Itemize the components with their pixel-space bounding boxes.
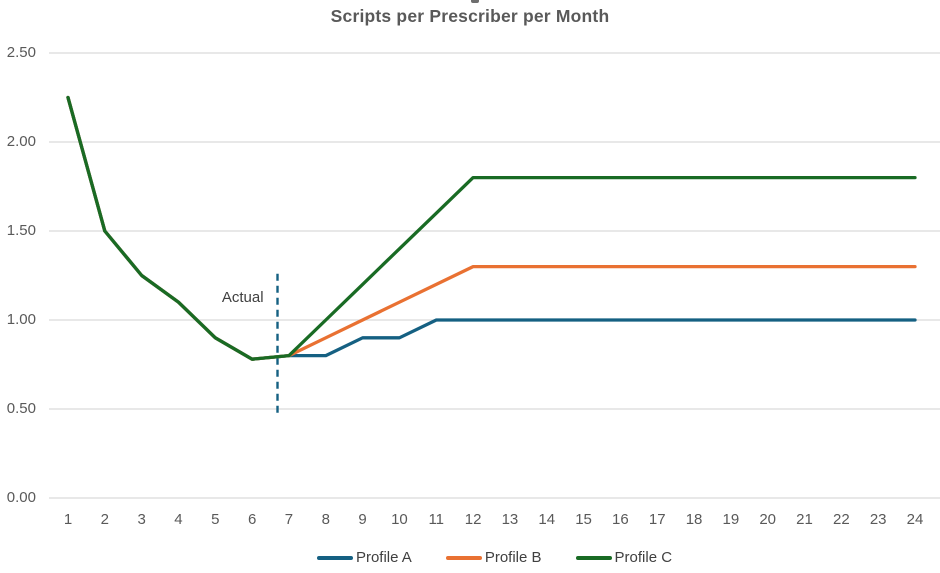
clipped-text-fragment	[471, 0, 479, 3]
legend-item-profile-c: Profile C	[575, 549, 673, 566]
x-tick-label: 10	[391, 511, 408, 528]
chart-title: Scripts per Prescriber per Month	[330, 6, 610, 26]
series-line-profile-c	[66, 95, 917, 361]
x-tick-label: 11	[428, 511, 445, 528]
legend-item-profile-a: Profile A	[316, 549, 412, 566]
x-tick-label: 20	[759, 511, 777, 528]
x-tick-label: 4	[174, 511, 183, 528]
x-tick-label: 14	[538, 511, 556, 528]
y-tick-label: 2.50	[6, 44, 36, 61]
legend-line-swatch-profile-b	[445, 555, 482, 560]
legend-label-profile-c: Profile C	[614, 549, 673, 566]
legend-line-swatch-profile-c	[575, 555, 612, 560]
x-tick-label: 8	[321, 511, 330, 528]
y-tick-label: 0.50	[6, 400, 36, 417]
y-tick-label: 1.00	[6, 311, 36, 328]
x-tick-label: 3	[137, 511, 146, 528]
x-tick-label: 21	[796, 511, 813, 528]
actual-annotation-label: Actual	[221, 289, 264, 306]
legend-label-profile-a: Profile A	[355, 549, 412, 566]
legend-item-profile-b: Profile B	[445, 549, 542, 566]
x-tick-label: 2	[100, 511, 109, 528]
x-tick-label: 18	[685, 511, 703, 528]
legend: Profile A Profile B Profile C	[49, 549, 940, 566]
x-tick-label: 19	[722, 511, 740, 528]
y-tick-label: 0.00	[6, 489, 36, 506]
y-tick-label: 2.00	[6, 133, 36, 150]
x-tick-label: 9	[358, 511, 367, 528]
x-tick-label: 13	[501, 511, 519, 528]
legend-label-profile-b: Profile B	[484, 549, 542, 566]
legend-line-swatch-profile-a	[316, 555, 353, 560]
x-tick-label: 7	[284, 511, 294, 528]
x-tick-label: 1	[63, 511, 73, 528]
x-tick-label: 23	[869, 511, 887, 528]
x-tick-label: 16	[612, 511, 629, 528]
x-tick-label: 15	[575, 511, 592, 528]
x-tick-label: 6	[247, 511, 257, 528]
x-tick-label: 22	[833, 511, 850, 528]
y-tick-label: 1.50	[6, 222, 36, 239]
x-tick-label: 24	[906, 511, 924, 528]
x-tick-label: 17	[648, 511, 666, 528]
x-tick-label: 12	[464, 511, 482, 528]
x-tick-label: 5	[211, 511, 220, 528]
